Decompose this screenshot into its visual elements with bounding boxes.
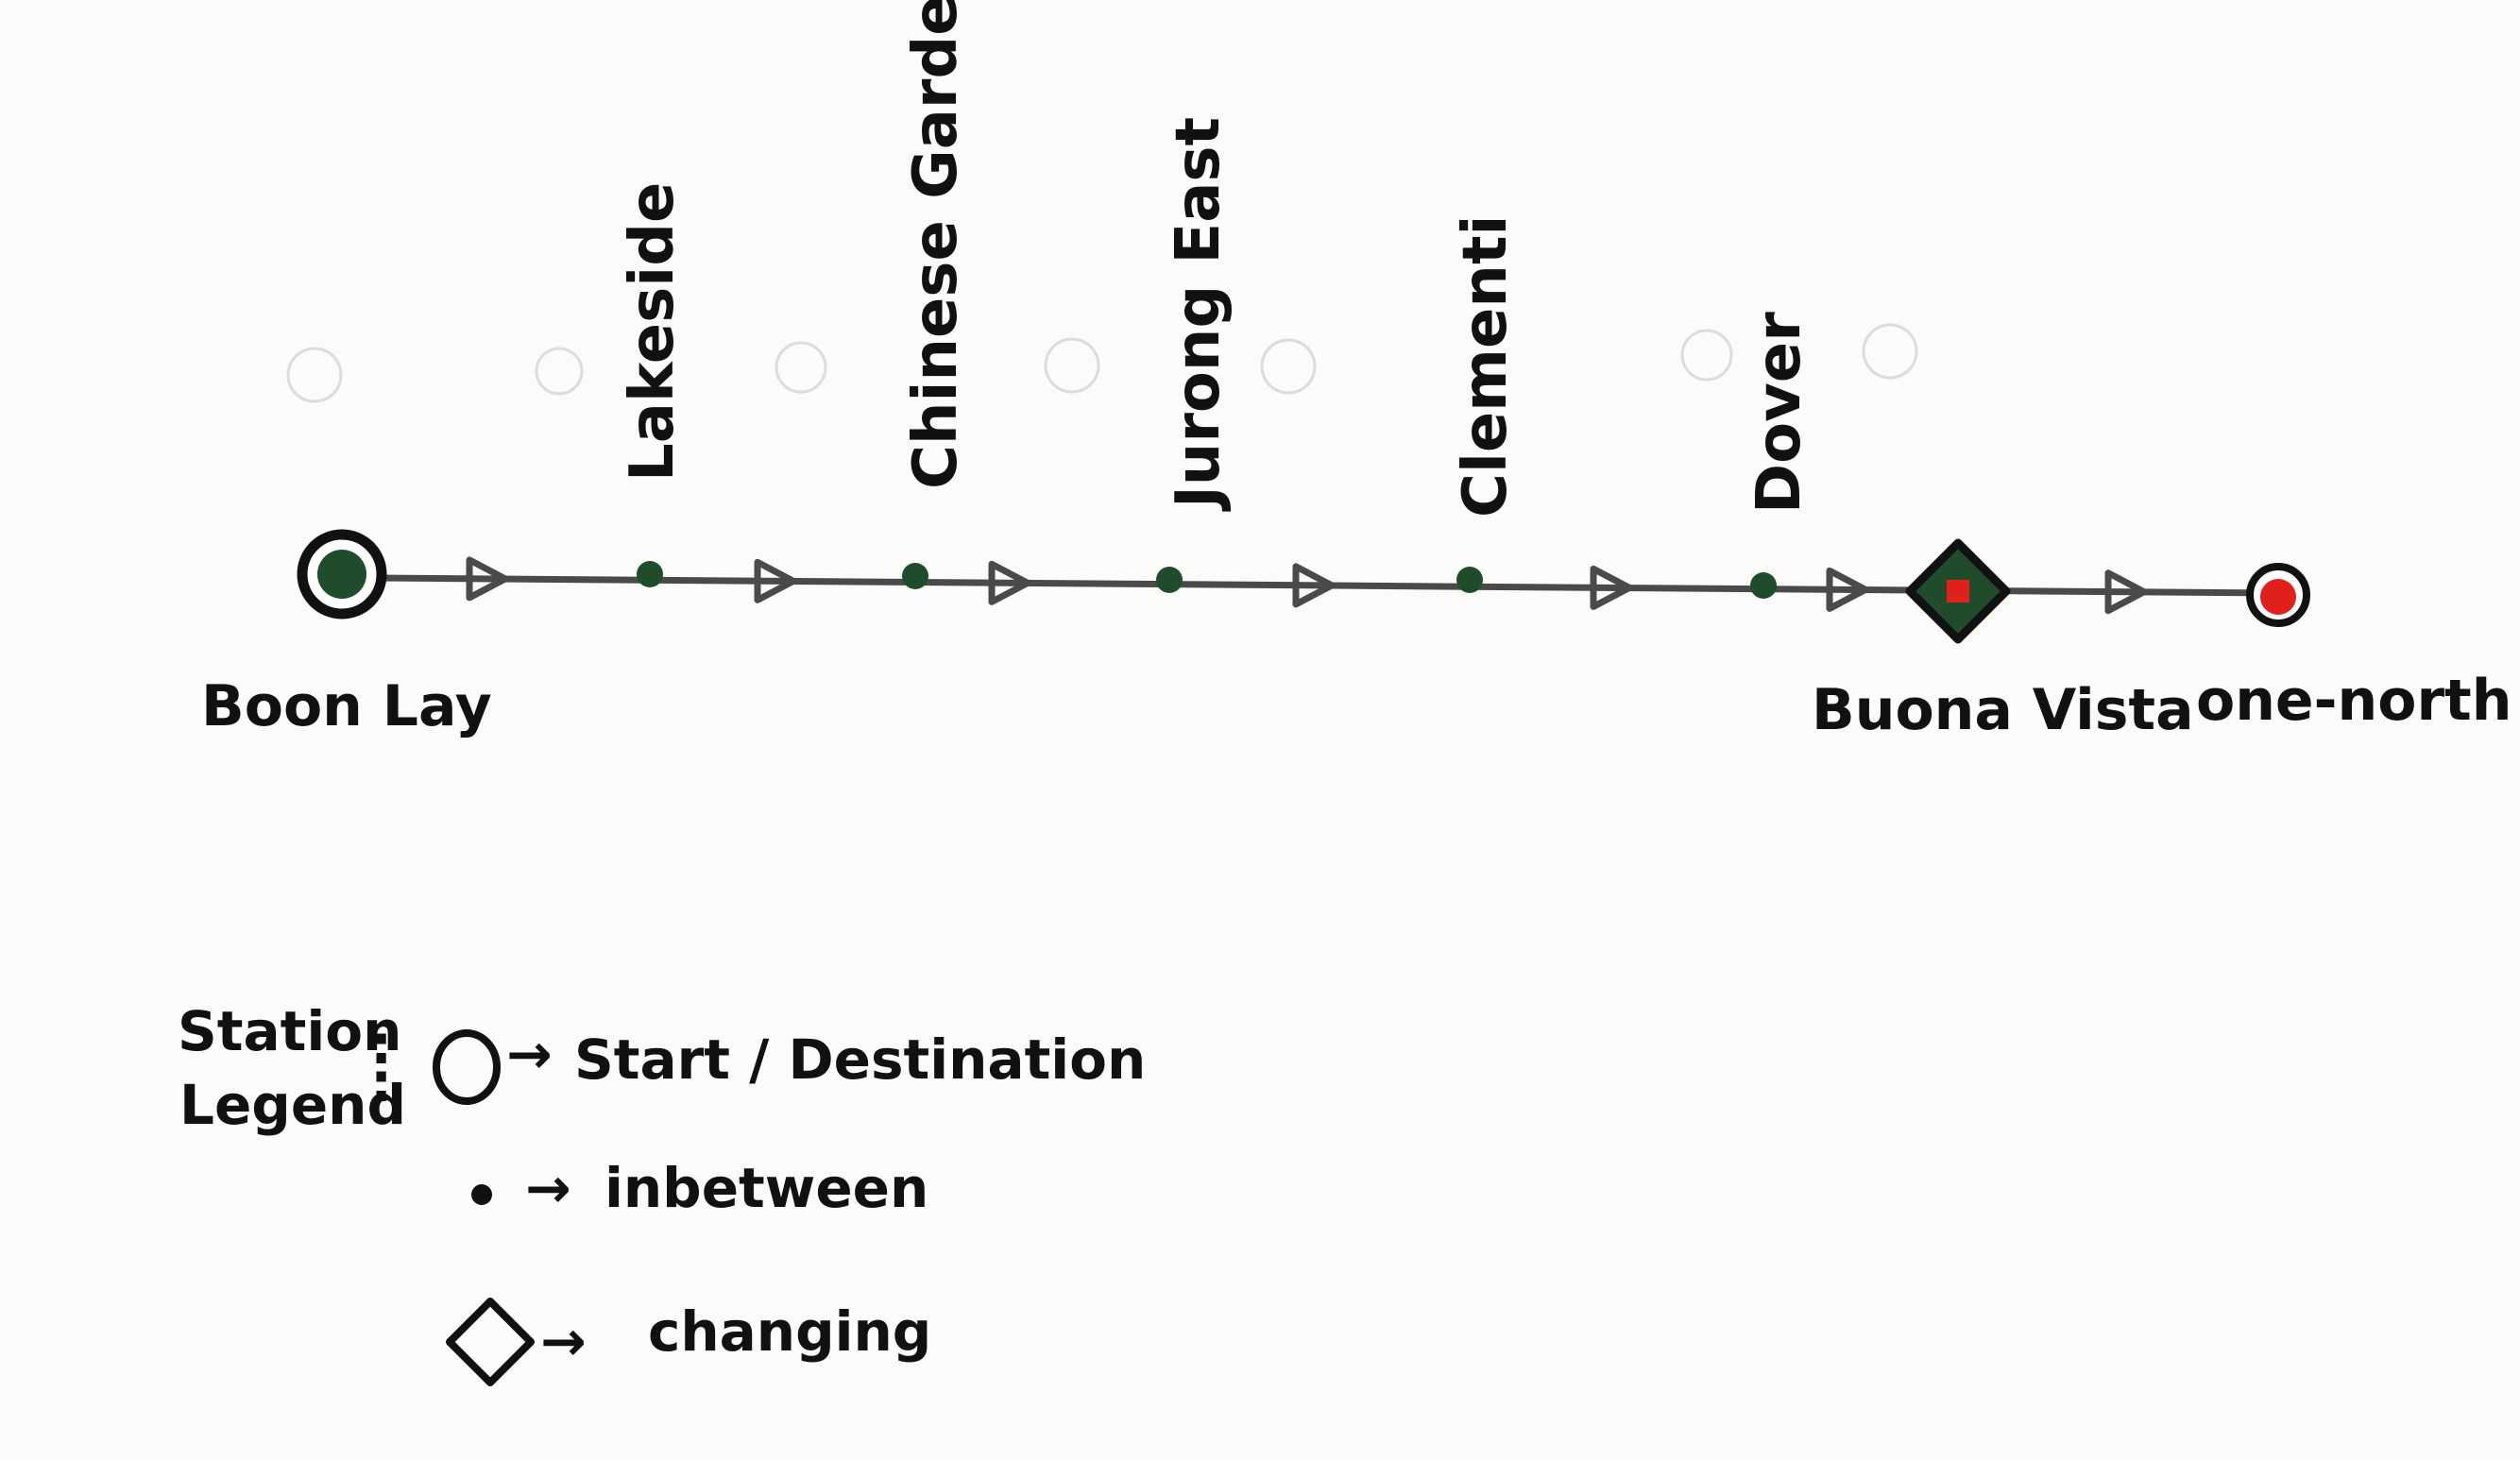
legend-label-inbetween: inbetween bbox=[604, 1156, 928, 1220]
hole-mark bbox=[775, 341, 827, 394]
station-clementi bbox=[1456, 567, 1483, 593]
interchange-station-label: Buona Vista bbox=[1812, 677, 2194, 743]
station-chinese-garden bbox=[902, 563, 928, 589]
hole-mark bbox=[286, 347, 343, 403]
station-label-chinese-garden: Chinese Garden bbox=[901, 0, 971, 489]
arrow-right-icon bbox=[466, 556, 509, 602]
arrow-right-icon bbox=[1590, 565, 1633, 610]
start-station-label: Boon Lay bbox=[201, 673, 492, 739]
legend-dot-icon bbox=[471, 1184, 492, 1205]
arrow-right-icon bbox=[988, 560, 1031, 605]
hole-mark bbox=[535, 347, 584, 396]
interchange-station bbox=[1905, 538, 2011, 644]
station-label-dover: Dover bbox=[1745, 312, 1814, 514]
legend-diamond-icon bbox=[446, 1298, 535, 1386]
legend-label-changing: changing bbox=[648, 1299, 931, 1364]
legend-arrow-start: → bbox=[506, 1022, 553, 1086]
station-lakeside bbox=[637, 561, 663, 587]
legend-title-station: Station bbox=[178, 999, 401, 1063]
destination-station bbox=[2246, 563, 2310, 627]
arrow-right-icon bbox=[1292, 563, 1336, 608]
legend-title-legend: Legend bbox=[179, 1073, 406, 1137]
station-label-clementi: Clementi bbox=[1451, 215, 1521, 518]
start-station bbox=[297, 529, 387, 620]
arrow-right-icon bbox=[2104, 569, 2148, 615]
paper-hole-marks bbox=[286, 323, 1918, 403]
legend: Station Legend : : → Start / Destination… bbox=[178, 999, 1146, 1386]
station-label-jurong-east: Jurong East bbox=[1164, 117, 1234, 512]
hole-mark bbox=[1680, 329, 1733, 382]
station-dover bbox=[1750, 572, 1777, 599]
legend-arrow-changing: → bbox=[540, 1309, 587, 1373]
station-label-lakeside: Lakeside bbox=[618, 182, 688, 482]
legend-colon: : bbox=[370, 1012, 392, 1077]
station-jurong-east bbox=[1156, 567, 1183, 593]
arrow-right-icon bbox=[1826, 567, 1869, 612]
hole-mark bbox=[1260, 338, 1317, 395]
legend-circle-icon bbox=[433, 1029, 501, 1105]
destination-station-label: one-north bbox=[2196, 668, 2511, 734]
legend-label-start-destination: Start / Destination bbox=[574, 1027, 1146, 1092]
direction-arrows bbox=[466, 556, 2148, 615]
hole-mark bbox=[1862, 323, 1918, 380]
arrow-right-icon bbox=[754, 558, 797, 603]
legend-arrow-inbetween: → bbox=[525, 1156, 571, 1220]
legend-colon: : bbox=[370, 1050, 392, 1114]
hole-mark bbox=[1044, 337, 1100, 394]
